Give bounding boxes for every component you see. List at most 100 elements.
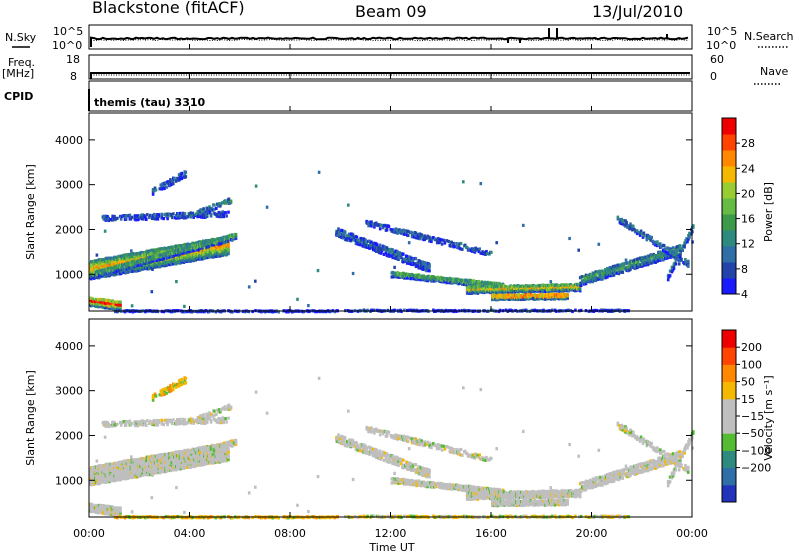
power-cell	[175, 280, 178, 283]
power-cell	[620, 309, 623, 312]
y-tick-label: 3000	[55, 179, 83, 192]
power-cell	[266, 206, 269, 209]
freq-unit: [MHz]	[2, 67, 34, 80]
power-cell	[632, 225, 635, 228]
power-cell	[158, 213, 161, 216]
power-cell	[318, 171, 321, 174]
power-cell	[230, 200, 233, 203]
nsearch-label: N.Search	[744, 30, 794, 43]
nave-tick-bottom: 0	[710, 70, 717, 83]
power-cell	[131, 216, 134, 219]
power-cell	[116, 217, 119, 220]
power-cell	[210, 213, 213, 216]
power-cell	[601, 277, 604, 280]
cpid-text: themis (tau) 3310	[94, 96, 206, 109]
power-cell	[687, 260, 690, 263]
cpid-strip: CPID themis (tau) 3310	[4, 81, 692, 111]
power-cell	[407, 234, 410, 237]
power-cell	[643, 232, 646, 235]
power-cell	[566, 293, 569, 296]
power-cell	[480, 182, 483, 185]
power-cells	[89, 170, 695, 313]
freq-tick-top: 18	[66, 53, 80, 66]
power-cell	[659, 242, 662, 245]
power-cell	[453, 245, 456, 248]
power-cell	[462, 180, 465, 183]
power-cell	[145, 218, 148, 221]
power-cell	[347, 204, 350, 207]
power-cell	[172, 212, 175, 215]
power-cell	[577, 249, 580, 252]
noise-right-tick-top: 10^5	[707, 25, 737, 38]
y-tick-label: 1000	[55, 268, 83, 281]
power-cell	[675, 262, 678, 265]
noise-left-tick-top: 10^5	[53, 25, 83, 38]
power-cell	[130, 249, 133, 252]
power-cell	[679, 256, 682, 259]
power-cell	[104, 230, 107, 233]
noise-strip: N.Sky N.Search 10^5 10^0 10^5 10^0	[5, 25, 794, 52]
power-cell	[307, 304, 310, 307]
power-cell	[165, 186, 168, 189]
power-cell	[183, 305, 186, 308]
power-cell	[224, 211, 227, 214]
power-cell	[532, 297, 535, 300]
power-cell	[663, 244, 666, 247]
power-cell	[580, 309, 583, 312]
nave-label: Nave	[760, 65, 788, 78]
power-cell	[579, 287, 582, 290]
power-cell	[357, 238, 360, 241]
power-cell	[171, 216, 174, 219]
power-cell	[679, 244, 682, 247]
cpid-label: CPID	[4, 90, 33, 103]
power-cell	[625, 221, 628, 224]
power-cell	[337, 227, 340, 230]
power-cell	[379, 227, 382, 230]
power-cell	[625, 259, 628, 262]
power-ylabel: Slant Range [km]	[24, 164, 37, 260]
freq-tick-bottom: 8	[70, 70, 77, 83]
power-cell	[461, 248, 464, 251]
power-cell	[344, 231, 347, 234]
power-cell	[667, 278, 670, 281]
power-cell	[415, 257, 418, 260]
power-cell	[184, 212, 187, 215]
power-cell	[408, 241, 411, 244]
power-cell	[255, 185, 258, 188]
power-cell	[227, 211, 230, 214]
y-tick-label: 2000	[55, 223, 83, 236]
power-cell	[687, 265, 690, 268]
power-cell	[96, 254, 99, 257]
power-cell	[225, 214, 228, 217]
power-cell	[151, 290, 154, 293]
power-cell	[678, 262, 681, 265]
power-cell	[460, 242, 463, 245]
power-cell	[550, 280, 553, 283]
power-cell	[202, 207, 205, 210]
power-cell	[452, 242, 455, 245]
power-cell	[478, 247, 481, 250]
power-cell	[379, 244, 382, 247]
power-cell	[185, 171, 188, 174]
power-cell	[213, 204, 216, 207]
power-cell	[352, 272, 355, 275]
power-cell	[155, 188, 158, 191]
power-cell	[637, 260, 640, 263]
power-cell	[522, 224, 525, 227]
power-cell	[393, 266, 396, 269]
power-cell	[248, 310, 251, 313]
station-title: Blackstone (fitACF)	[92, 0, 245, 17]
power-cell	[675, 252, 678, 255]
power-cell	[675, 258, 678, 261]
power-cell	[181, 172, 184, 175]
power-cell	[428, 269, 431, 272]
power-cell	[208, 245, 211, 248]
date-title: 13/Jul/2010	[592, 2, 683, 21]
power-cell	[161, 213, 164, 216]
power-cell	[428, 263, 431, 266]
nsky-trace	[91, 38, 688, 47]
velocity-cells	[89, 376, 695, 519]
power-cell	[165, 261, 168, 264]
